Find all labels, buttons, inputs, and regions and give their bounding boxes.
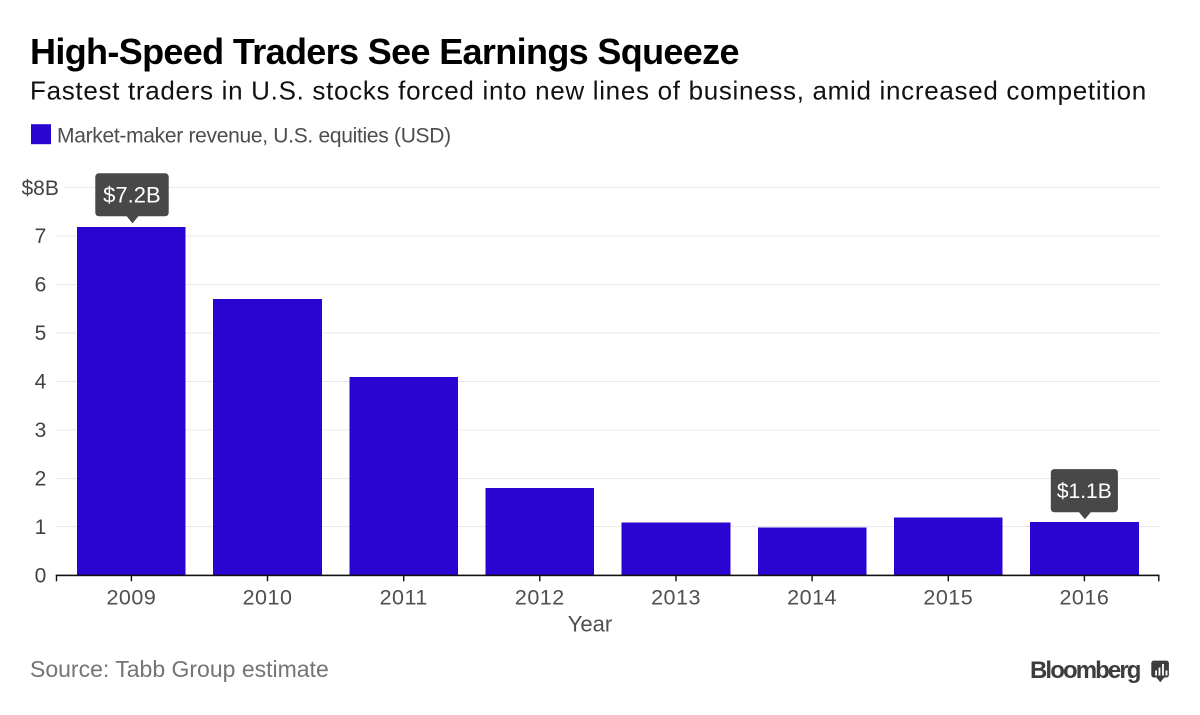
svg-text:7: 7: [35, 225, 47, 248]
svg-text:$8B: $8B: [22, 177, 59, 200]
svg-text:$1.1B: $1.1B: [1057, 480, 1112, 503]
svg-text:2011: 2011: [380, 586, 428, 610]
svg-text:2012: 2012: [515, 586, 565, 610]
svg-text:Year: Year: [568, 611, 612, 636]
svg-text:Market-maker revenue, U.S. equ: Market-maker revenue, U.S. equities (USD…: [57, 125, 451, 148]
svg-text:Fastest traders in U.S. stocks: Fastest traders in U.S. stocks forced in…: [30, 76, 1147, 106]
svg-text:High-Speed Traders See Earning: High-Speed Traders See Earnings Squeeze: [30, 31, 739, 72]
svg-text:0: 0: [35, 564, 47, 587]
svg-text:2015: 2015: [923, 586, 973, 610]
svg-text:2013: 2013: [651, 586, 701, 610]
svg-text:Source: Tabb Group estimate: Source: Tabb Group estimate: [30, 656, 329, 682]
svg-text:2009: 2009: [106, 586, 156, 610]
svg-text:Bloomberg: Bloomberg: [1030, 657, 1141, 684]
svg-text:2016: 2016: [1059, 586, 1109, 610]
svg-text:1: 1: [35, 516, 47, 539]
svg-text:6: 6: [35, 274, 47, 297]
svg-text:3: 3: [35, 419, 47, 442]
svg-text:2014: 2014: [787, 586, 837, 610]
svg-text:5: 5: [35, 322, 47, 345]
svg-text:$7.2B: $7.2B: [103, 182, 161, 207]
svg-text:2010: 2010: [243, 586, 293, 610]
svg-text:4: 4: [35, 371, 47, 394]
svg-text:2: 2: [35, 468, 47, 491]
